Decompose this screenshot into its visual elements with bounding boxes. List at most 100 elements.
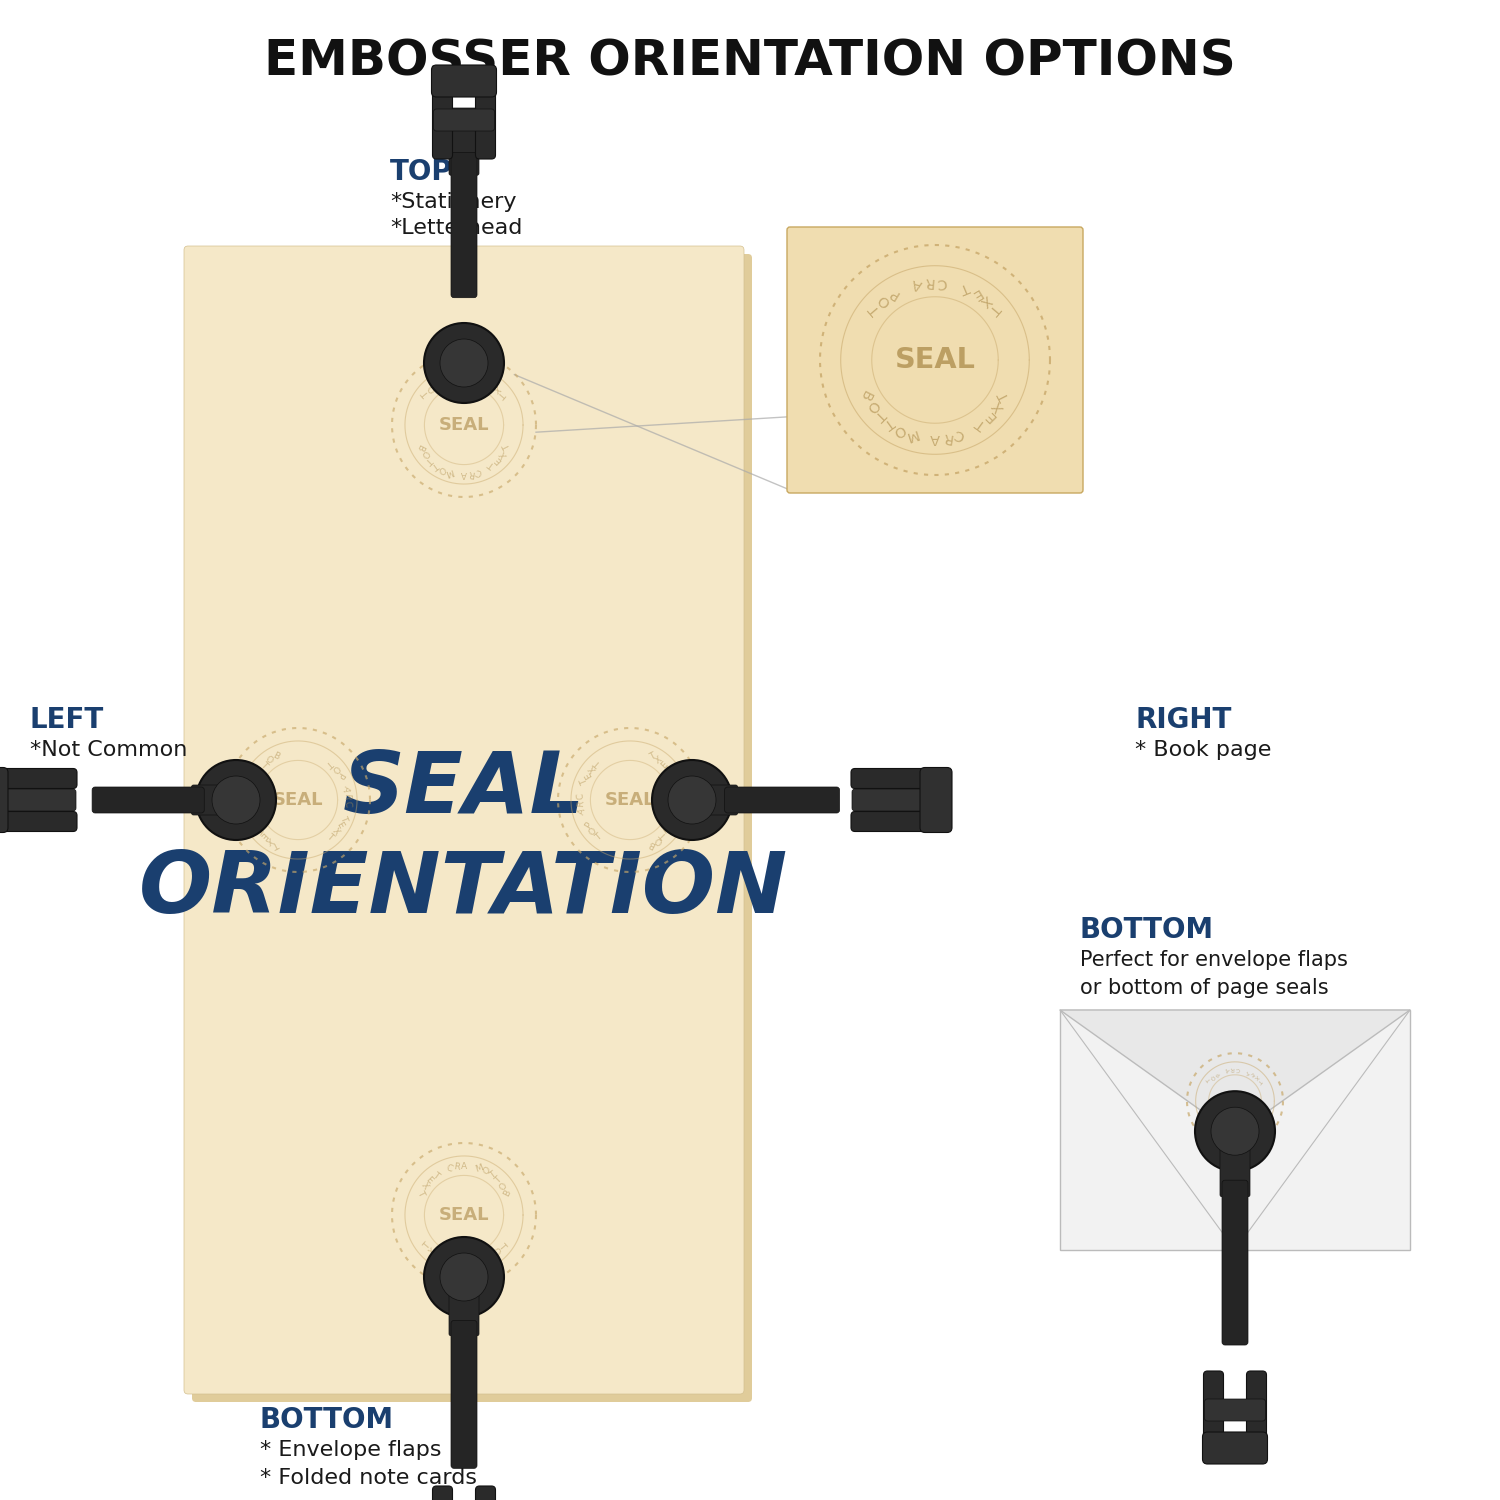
Text: O: O <box>264 754 274 766</box>
FancyBboxPatch shape <box>690 784 738 814</box>
Text: O: O <box>1204 1118 1212 1124</box>
Text: O: O <box>654 834 664 846</box>
Text: C: C <box>342 801 351 807</box>
Text: T: T <box>424 454 435 465</box>
Text: M: M <box>903 426 920 442</box>
Text: T: T <box>1251 1125 1257 1131</box>
Text: O: O <box>1210 1072 1216 1080</box>
Text: T: T <box>996 388 1012 402</box>
FancyBboxPatch shape <box>448 108 478 176</box>
FancyBboxPatch shape <box>452 153 477 297</box>
Text: P: P <box>433 378 442 388</box>
Text: *Stationery: *Stationery <box>390 192 516 211</box>
FancyBboxPatch shape <box>1222 1180 1248 1346</box>
Text: T: T <box>496 1242 507 1252</box>
FancyBboxPatch shape <box>192 254 752 1402</box>
Text: P: P <box>886 285 902 302</box>
Text: E: E <box>424 1174 435 1185</box>
Text: E: E <box>969 285 984 302</box>
Text: E: E <box>660 760 670 771</box>
Text: * Folded note cards: * Folded note cards <box>260 1468 477 1488</box>
Circle shape <box>440 339 488 387</box>
Text: O: O <box>891 422 908 438</box>
Text: R: R <box>456 372 464 381</box>
FancyBboxPatch shape <box>1203 1371 1224 1449</box>
Text: R: R <box>244 804 255 812</box>
Text: T: T <box>660 830 669 840</box>
Text: O: O <box>876 291 892 309</box>
Text: C: C <box>246 812 256 819</box>
Text: T: T <box>272 839 280 849</box>
Text: * Book page: * Book page <box>1136 740 1272 760</box>
FancyBboxPatch shape <box>92 788 204 813</box>
Text: C: C <box>465 372 471 381</box>
FancyBboxPatch shape <box>788 226 1083 494</box>
Text: X: X <box>427 1246 438 1257</box>
Text: T: T <box>664 766 675 776</box>
Text: E: E <box>982 406 999 423</box>
FancyBboxPatch shape <box>724 788 840 813</box>
Text: O: O <box>482 1166 492 1178</box>
FancyBboxPatch shape <box>476 81 495 159</box>
Text: SEAL: SEAL <box>438 416 489 434</box>
Text: R: R <box>468 468 476 478</box>
FancyBboxPatch shape <box>852 789 928 812</box>
Text: T: T <box>867 302 883 316</box>
Text: E: E <box>433 1251 442 1262</box>
Text: E: E <box>584 770 594 778</box>
Text: RIGHT: RIGHT <box>1136 706 1232 734</box>
Text: C: C <box>456 1258 464 1269</box>
Text: T: T <box>1257 1077 1263 1083</box>
Text: T: T <box>503 442 513 452</box>
Text: T: T <box>871 406 888 423</box>
Text: R: R <box>453 1161 460 1172</box>
Text: Perfect for envelope flaps: Perfect for envelope flaps <box>1080 950 1348 970</box>
Text: A: A <box>471 1257 480 1268</box>
Text: P: P <box>584 821 594 830</box>
Text: X: X <box>1258 1118 1264 1124</box>
Circle shape <box>1196 1090 1275 1172</box>
Text: X: X <box>264 834 274 844</box>
Text: X: X <box>654 754 664 766</box>
Text: R: R <box>465 1258 471 1269</box>
Text: C: C <box>936 274 946 290</box>
Text: T: T <box>1208 1077 1214 1083</box>
FancyBboxPatch shape <box>0 812 76 831</box>
Text: T: T <box>987 302 1002 316</box>
Text: R: R <box>674 789 684 796</box>
Text: P: P <box>1215 1071 1221 1077</box>
Text: T: T <box>258 760 268 771</box>
Text: R: R <box>342 792 351 800</box>
Text: O: O <box>436 464 447 474</box>
Text: C: C <box>1236 1066 1240 1071</box>
FancyBboxPatch shape <box>192 784 238 814</box>
Polygon shape <box>1060 1010 1410 1136</box>
Text: A: A <box>448 372 456 382</box>
Text: E: E <box>258 830 268 840</box>
Text: SEAL: SEAL <box>438 1206 489 1224</box>
Text: T: T <box>592 833 603 843</box>
Text: T: T <box>1214 1125 1219 1131</box>
FancyBboxPatch shape <box>432 64 496 98</box>
Text: M: M <box>444 466 454 477</box>
Text: T: T <box>430 1170 439 1180</box>
Text: B: B <box>272 752 280 762</box>
Text: A: A <box>340 784 351 792</box>
Circle shape <box>1210 1107 1258 1155</box>
Text: C: C <box>444 1162 453 1173</box>
Circle shape <box>440 1252 488 1300</box>
Text: T: T <box>488 459 498 470</box>
Text: X: X <box>990 398 1006 414</box>
Text: C: C <box>952 426 966 442</box>
Circle shape <box>424 322 504 404</box>
Text: T: T <box>254 766 264 776</box>
Text: X: X <box>330 827 340 837</box>
Circle shape <box>668 776 716 824</box>
FancyBboxPatch shape <box>1204 1400 1266 1420</box>
FancyBboxPatch shape <box>0 789 76 812</box>
Text: T: T <box>416 1188 426 1197</box>
Text: P: P <box>334 770 345 778</box>
Text: A: A <box>1233 1131 1238 1137</box>
Text: SEAL: SEAL <box>1218 1095 1252 1107</box>
Text: SEAL: SEAL <box>604 790 656 808</box>
